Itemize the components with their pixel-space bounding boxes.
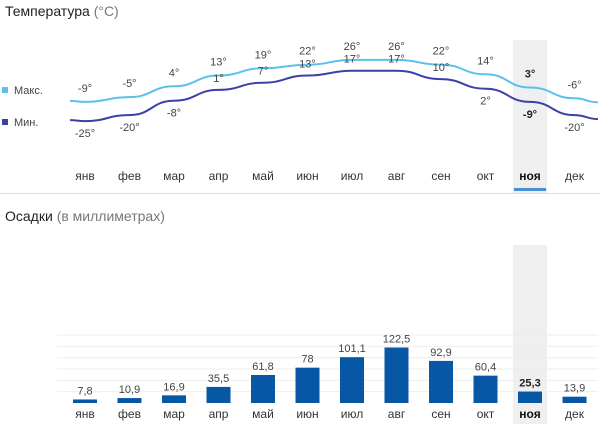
precip-bar xyxy=(384,347,409,403)
max-temp-label: 22° xyxy=(433,46,450,58)
precip-value-label: 10,9 xyxy=(119,384,140,396)
precip-month-label-10[interactable]: окт xyxy=(477,407,495,421)
precip-bar xyxy=(518,391,542,403)
precipitation-title: Осадки (в миллиметрах) xyxy=(5,208,165,224)
precip-month-label-2[interactable]: фев xyxy=(118,407,141,421)
legend-max-label: Макс. xyxy=(14,85,43,97)
min-temp-label: 2° xyxy=(480,96,491,108)
temperature-title-text: Температура xyxy=(5,3,90,19)
min-temp-label: 17° xyxy=(388,54,405,66)
min-temp-label: 13° xyxy=(299,59,316,71)
max-temp-label: 4° xyxy=(169,67,180,79)
month-label-2[interactable]: фев xyxy=(118,169,141,183)
max-temp-label: 26° xyxy=(388,41,405,53)
max-temp-label: 19° xyxy=(255,49,272,61)
min-temp-line xyxy=(69,69,599,123)
max-temp-label: 14° xyxy=(477,55,494,67)
precip-month-label-9[interactable]: сен xyxy=(431,407,450,421)
precip-bar xyxy=(117,398,142,403)
precipitation-unit: (в миллиметрах) xyxy=(56,208,165,224)
selected-month-highlight-temp xyxy=(513,40,547,193)
precip-value-label: 78 xyxy=(301,354,313,366)
precip-month-label-7[interactable]: июл xyxy=(341,407,363,421)
precip-month-label-4[interactable]: апр xyxy=(209,407,229,421)
precip-value-label: 13,9 xyxy=(564,383,585,395)
max-temp-label: -9° xyxy=(78,83,92,95)
min-temp-label: 17° xyxy=(344,54,361,66)
precip-bar xyxy=(206,386,231,403)
precip-month-label-1[interactable]: янв xyxy=(75,407,95,421)
precip-bar xyxy=(295,367,320,403)
precip-month-label-12[interactable]: дек xyxy=(565,407,585,421)
min-temp-label: -9° xyxy=(523,109,537,121)
precip-month-label-11[interactable]: ноя xyxy=(519,407,540,421)
month-label-6[interactable]: июн xyxy=(296,169,318,183)
precip-value-label: 61,8 xyxy=(252,361,273,373)
precip-bar xyxy=(162,395,186,403)
precip-value-label: 25,3 xyxy=(519,378,540,390)
precip-value-label: 122,5 xyxy=(383,334,411,346)
max-temp-line xyxy=(69,58,599,104)
temperature-title: Температура (°C) xyxy=(5,3,119,19)
precip-value-label: 16,9 xyxy=(163,381,184,393)
legend-min: Мин. xyxy=(2,117,38,129)
month-label-5[interactable]: май xyxy=(252,169,274,183)
precip-bar xyxy=(251,375,275,403)
min-temp-label: -25° xyxy=(75,128,95,140)
precip-bar xyxy=(473,375,498,403)
precip-value-label: 92,9 xyxy=(430,347,451,359)
max-temp-label: 13° xyxy=(210,57,227,69)
legend-max: Макс. xyxy=(2,85,43,97)
max-temp-label: 3° xyxy=(525,69,536,81)
precip-value-label: 7,8 xyxy=(77,385,92,397)
legend-min-swatch xyxy=(2,119,8,125)
legend-min-label: Мин. xyxy=(14,117,39,129)
precip-bar xyxy=(429,360,453,403)
max-temp-label: -5° xyxy=(122,78,136,90)
month-label-9[interactable]: сен xyxy=(431,169,450,183)
min-temp-label: -20° xyxy=(564,122,584,134)
min-temp-label: -8° xyxy=(167,108,181,120)
precip-bar xyxy=(562,396,587,403)
max-temp-label: -6° xyxy=(567,79,581,91)
min-temp-label: 10° xyxy=(433,62,450,74)
precip-bar xyxy=(340,357,364,403)
month-label-12[interactable]: дек xyxy=(565,169,585,183)
temperature-unit: (°C) xyxy=(93,3,119,19)
precip-value-label: 101,1 xyxy=(338,343,366,355)
month-label-1[interactable]: янв xyxy=(75,169,95,183)
month-label-7[interactable]: июл xyxy=(341,169,363,183)
month-label-8[interactable]: авг xyxy=(388,169,406,183)
min-temp-label: 1° xyxy=(213,73,224,85)
min-temp-label: 7° xyxy=(258,66,269,78)
precip-month-label-8[interactable]: авг xyxy=(388,407,406,421)
month-label-11[interactable]: ноя xyxy=(519,169,540,183)
precip-month-label-6[interactable]: июн xyxy=(296,407,318,421)
precip-month-label-3[interactable]: мар xyxy=(163,407,185,421)
month-label-4[interactable]: апр xyxy=(209,169,229,183)
precip-value-label: 35,5 xyxy=(208,373,229,385)
precipitation-title-text: Осадки xyxy=(5,208,53,224)
month-label-3[interactable]: мар xyxy=(163,169,185,183)
precip-month-label-5[interactable]: май xyxy=(252,407,274,421)
max-temp-label: 26° xyxy=(344,41,361,53)
legend-max-swatch xyxy=(2,87,8,93)
precip-value-label: 60,4 xyxy=(475,362,496,374)
max-temp-label: 22° xyxy=(299,46,316,58)
panel-divider xyxy=(0,193,600,194)
min-temp-label: -20° xyxy=(119,122,139,134)
precip-bar xyxy=(73,399,97,403)
selected-month-underline xyxy=(514,188,546,191)
month-label-10[interactable]: окт xyxy=(477,169,495,183)
